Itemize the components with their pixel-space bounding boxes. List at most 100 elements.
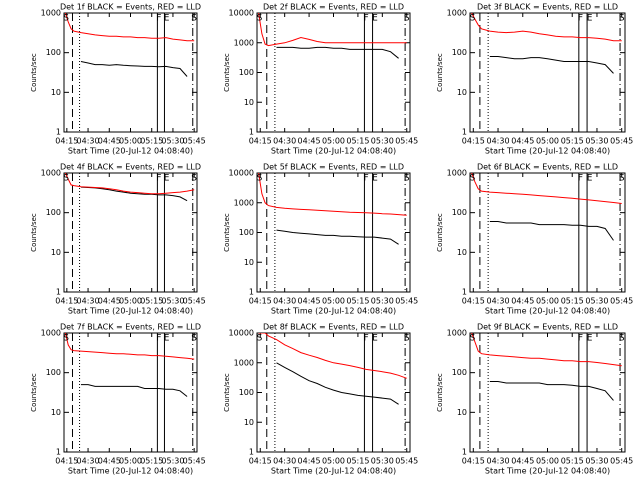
x-tick-label: 04:15 <box>462 457 485 466</box>
marker-label: E <box>164 14 170 24</box>
x-tick-label: 05:00 <box>119 297 142 306</box>
y-tick-label: 100 <box>452 208 467 217</box>
y-axis-label: Counts/sec <box>223 213 231 252</box>
panel: Det 8f BLACK = Events, RED = LLD Counts/s… <box>223 323 418 476</box>
marker-label: E <box>587 334 593 344</box>
series-line <box>258 333 407 379</box>
y-tick-label: 100 <box>239 68 254 77</box>
y-tick-label: 1 <box>249 288 254 297</box>
x-tick-label: 04:30 <box>273 137 296 146</box>
marker-label: S <box>191 14 197 24</box>
y-tick-label: 10000 <box>229 329 254 338</box>
plot-frame <box>256 12 411 133</box>
x-tick-label: 05:15 <box>561 457 584 466</box>
y-tick-label: 1000 <box>447 169 467 178</box>
y-tick-label: 1000 <box>234 38 254 47</box>
x-axis-label: Start Time (20-Jul-12 04:08:40) <box>68 467 193 476</box>
x-axis-label: Start Time (20-Jul-12 04:08:40) <box>68 147 193 156</box>
chart-title: Det 7f BLACK = Events, RED = LLD <box>60 323 201 332</box>
series-line <box>471 333 622 367</box>
x-tick-label: 05:15 <box>140 297 163 306</box>
x-tick-label: 05:30 <box>161 297 184 306</box>
marker-label: S <box>404 174 410 184</box>
chart-title: Det 5f BLACK = Events, RED = LLD <box>263 163 404 172</box>
marker-label: S <box>470 14 476 24</box>
series-line <box>276 229 399 245</box>
panel: Det 9f BLACK = Events, RED = LLD Counts/s… <box>436 323 633 476</box>
plot-area <box>471 13 622 132</box>
x-tick-label: 04:30 <box>77 297 100 306</box>
marker-label: S <box>404 14 410 24</box>
y-axis-label: Counts/sec <box>223 373 231 412</box>
chart-title: Det 1f BLACK = Events, RED = LLD <box>60 3 201 12</box>
plot-area <box>471 173 622 292</box>
plot-area <box>258 173 407 292</box>
y-tick-label: 1000 <box>41 329 61 338</box>
panel: Det 6f BLACK = Events, RED = LLD Counts/s… <box>436 163 633 316</box>
chart-title: Det 9f BLACK = Events, RED = LLD <box>477 323 618 332</box>
plot-frame <box>469 172 626 293</box>
x-tick-label: 05:00 <box>322 297 345 306</box>
chart-title: Det 8f BLACK = Events, RED = LLD <box>263 323 404 332</box>
x-tick-label: 05:45 <box>610 137 633 146</box>
y-tick-label: 100 <box>452 368 467 377</box>
series-line <box>489 381 614 401</box>
y-tick-label: 10 <box>244 418 254 427</box>
y-axis-label: Counts/sec <box>30 213 38 252</box>
marker-label: E <box>372 174 378 184</box>
y-axis-label: Counts/sec <box>30 53 38 92</box>
y-tick-label: 1000 <box>234 198 254 207</box>
y-tick-label: 100 <box>46 48 61 57</box>
x-tick-label: 04:45 <box>511 297 534 306</box>
marker-label: S <box>257 334 263 344</box>
panel: Det 4f BLACK = Events, RED = LLD Counts/s… <box>30 163 206 316</box>
x-tick-label: 05:30 <box>371 457 394 466</box>
panel: Det 7f BLACK = Events, RED = LLD Counts/s… <box>30 323 206 476</box>
series-line <box>471 13 622 42</box>
plot-frame <box>256 172 411 293</box>
x-tick-label: 05:45 <box>610 297 633 306</box>
series-line <box>489 56 614 74</box>
marker-label: F <box>363 174 368 184</box>
x-tick-label: 04:30 <box>77 137 100 146</box>
marker-label: F <box>156 14 161 24</box>
x-tick-label: 05:45 <box>183 137 206 146</box>
marker-label: S <box>619 334 625 344</box>
y-axis-label: Counts/sec <box>30 373 38 412</box>
y-tick-label: 10 <box>51 88 61 97</box>
y-tick-label: 1 <box>249 448 254 457</box>
x-tick-label: 04:15 <box>55 137 78 146</box>
panel: Det 1f BLACK = Events, RED = LLD Counts/s… <box>30 3 206 156</box>
y-tick-label: 1 <box>56 128 61 137</box>
plot-area <box>64 13 195 132</box>
marker-label: E <box>587 174 593 184</box>
x-tick-label: 05:00 <box>536 457 559 466</box>
x-tick-label: 05:30 <box>585 137 608 146</box>
y-tick-label: 1000 <box>447 9 467 18</box>
x-tick-label: 05:30 <box>585 297 608 306</box>
x-tick-label: 05:15 <box>346 457 369 466</box>
plot-frame <box>63 172 198 293</box>
y-axis-label: Counts/sec <box>436 213 444 252</box>
marker-label: S <box>470 174 476 184</box>
marker-label: S <box>470 334 476 344</box>
marker-label: F <box>363 14 368 24</box>
x-tick-label: 04:30 <box>487 457 510 466</box>
plot-area <box>64 333 195 452</box>
x-tick-label: 04:30 <box>273 457 296 466</box>
marker-label: S <box>191 334 197 344</box>
x-axis-label: Start Time (20-Jul-12 04:08:40) <box>485 307 610 316</box>
chart-title: Det 4f BLACK = Events, RED = LLD <box>60 163 201 172</box>
x-tick-label: 05:45 <box>395 137 418 146</box>
x-tick-label: 05:15 <box>140 457 163 466</box>
marker-label: F <box>156 334 161 344</box>
series-line <box>471 173 622 204</box>
x-axis-label: Start Time (20-Jul-12 04:08:40) <box>68 307 193 316</box>
y-tick-label: 1 <box>56 448 61 457</box>
x-axis-label: Start Time (20-Jul-12 04:08:40) <box>485 467 610 476</box>
x-tick-label: 05:15 <box>561 297 584 306</box>
x-tick-label: 04:45 <box>298 137 321 146</box>
series-line <box>80 186 188 202</box>
series-line <box>80 61 188 77</box>
